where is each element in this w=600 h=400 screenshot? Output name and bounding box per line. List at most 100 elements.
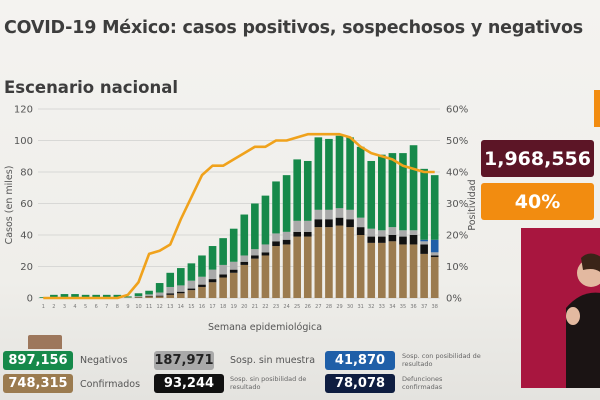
bar-segment: [261, 255, 270, 298]
bar-segment: [208, 282, 217, 298]
bar-segment: [134, 297, 143, 298]
bar-segment: [124, 296, 132, 298]
bar-segment: [81, 294, 90, 298]
y-tick-label: 0: [27, 294, 33, 305]
bar-segment: [229, 272, 238, 298]
bar-segment: [155, 296, 164, 298]
bar-segment: [92, 294, 100, 298]
bar-segment: [208, 279, 217, 283]
bar-segment: [177, 291, 185, 294]
bar-segment: [251, 258, 259, 298]
legend-sosp-sin-posibilidad-label: Sosp. sin posibilidad de resultado: [230, 375, 307, 391]
x-tick-label: 10: [135, 304, 141, 310]
x-tick-label: 15: [188, 304, 194, 310]
bar-segment: [177, 268, 185, 286]
bar-segment: [272, 246, 280, 298]
bar-segment: [399, 153, 407, 231]
bar-segment: [420, 253, 428, 298]
legend-defunciones-value: 78,078: [325, 374, 395, 393]
bar-segment: [282, 244, 291, 298]
legend-negativos-value: 897,156: [3, 351, 73, 370]
x-tick-label: 38: [432, 304, 438, 310]
bar-segment: [134, 296, 143, 297]
x-tick-label: 16: [199, 304, 205, 310]
bar-segment: [198, 255, 206, 277]
bar-segment: [314, 209, 323, 220]
bar-segment: [272, 181, 280, 234]
bar-segment: [166, 272, 175, 287]
bar-segment: [134, 293, 143, 297]
bar-segment: [198, 276, 206, 285]
x-tick-label: 12: [156, 304, 162, 310]
bar-segment: [187, 263, 196, 281]
x-tick-label: 19: [231, 304, 237, 310]
bar-segment: [399, 236, 407, 245]
bar-segment: [346, 219, 354, 228]
y-tick-label: 60: [20, 199, 33, 210]
legend-sosp-con-posibilidad-label: Sosp. con posibilidad de resultado: [402, 352, 481, 368]
bar-segment: [219, 264, 227, 275]
bar-segment: [272, 241, 280, 247]
interpreter-figure: [566, 253, 600, 388]
bar-segment: [325, 138, 333, 210]
bar-segment: [166, 294, 175, 298]
legend-confirmados-value: 748,315: [3, 374, 73, 393]
y-tick-label: 20: [20, 262, 33, 273]
bar-segment: [409, 235, 418, 245]
x-tick-label: 1: [42, 304, 45, 310]
bar-segment: [314, 219, 323, 228]
bar-segment: [388, 227, 397, 235]
bar-segment: [208, 269, 217, 280]
y-tick-label: 100: [14, 136, 33, 147]
y2-tick-label: 40%: [446, 168, 468, 179]
bar-segment: [240, 255, 249, 262]
bar-segment: [229, 269, 238, 273]
legend-sosp-con-posibilidad-value: 41,870: [325, 351, 395, 370]
y2-axis-label: Positividad: [467, 179, 478, 230]
bar-segment: [177, 293, 185, 298]
x-tick-label: 20: [241, 304, 247, 310]
bar-segment: [293, 220, 301, 232]
bar-segment: [430, 175, 439, 240]
x-tick-label: 31: [357, 304, 363, 310]
x-tick-label: 25: [294, 304, 300, 310]
y2-tick-label: 60%: [446, 105, 468, 116]
bar-segment: [261, 195, 270, 245]
bar-segment: [71, 294, 79, 298]
x-tick-label: 2: [52, 304, 55, 310]
bar-segment: [272, 233, 280, 242]
y2-tick-label: 20%: [446, 231, 468, 242]
x-tick-label: 28: [326, 304, 332, 310]
page-subtitle: Escenario nacional: [4, 78, 179, 97]
bar-segment: [166, 286, 175, 294]
y-axis-label: Casos (en miles): [4, 166, 15, 245]
x-axis-label: Semana epidemiológica: [208, 322, 322, 333]
page-title: COVID-19 México: casos positivos, sospec…: [4, 18, 583, 38]
bar-segment: [282, 175, 291, 232]
y-tick-label: 40: [20, 231, 33, 242]
bar-segment: [367, 242, 376, 298]
bar-segment: [399, 230, 407, 237]
bar-segment: [240, 264, 249, 298]
bar-segment: [166, 293, 175, 295]
x-tick-label: 7: [105, 304, 108, 310]
x-tick-label: 35: [400, 304, 406, 310]
bar-segment: [240, 261, 249, 265]
bar-segment: [325, 209, 333, 220]
bar-segment: [261, 244, 270, 253]
mexico-logo: [28, 335, 62, 349]
bar-segment: [187, 288, 196, 291]
bar-segment: [378, 236, 386, 243]
bar-segment: [430, 257, 439, 298]
bar-segment: [325, 227, 333, 298]
x-tick-label: 17: [209, 304, 215, 310]
x-tick-label: 4: [73, 304, 76, 310]
bar-segment: [251, 203, 259, 250]
x-tick-label: 30: [347, 304, 353, 310]
total-tests-badge: 1,968,556: [481, 140, 594, 177]
legend-sosp-sin-muestra-label: Sosp. sin muestra: [230, 355, 316, 366]
x-tick-label: 24: [283, 304, 289, 310]
bar-segment: [219, 238, 227, 265]
bar-segment: [346, 137, 354, 210]
